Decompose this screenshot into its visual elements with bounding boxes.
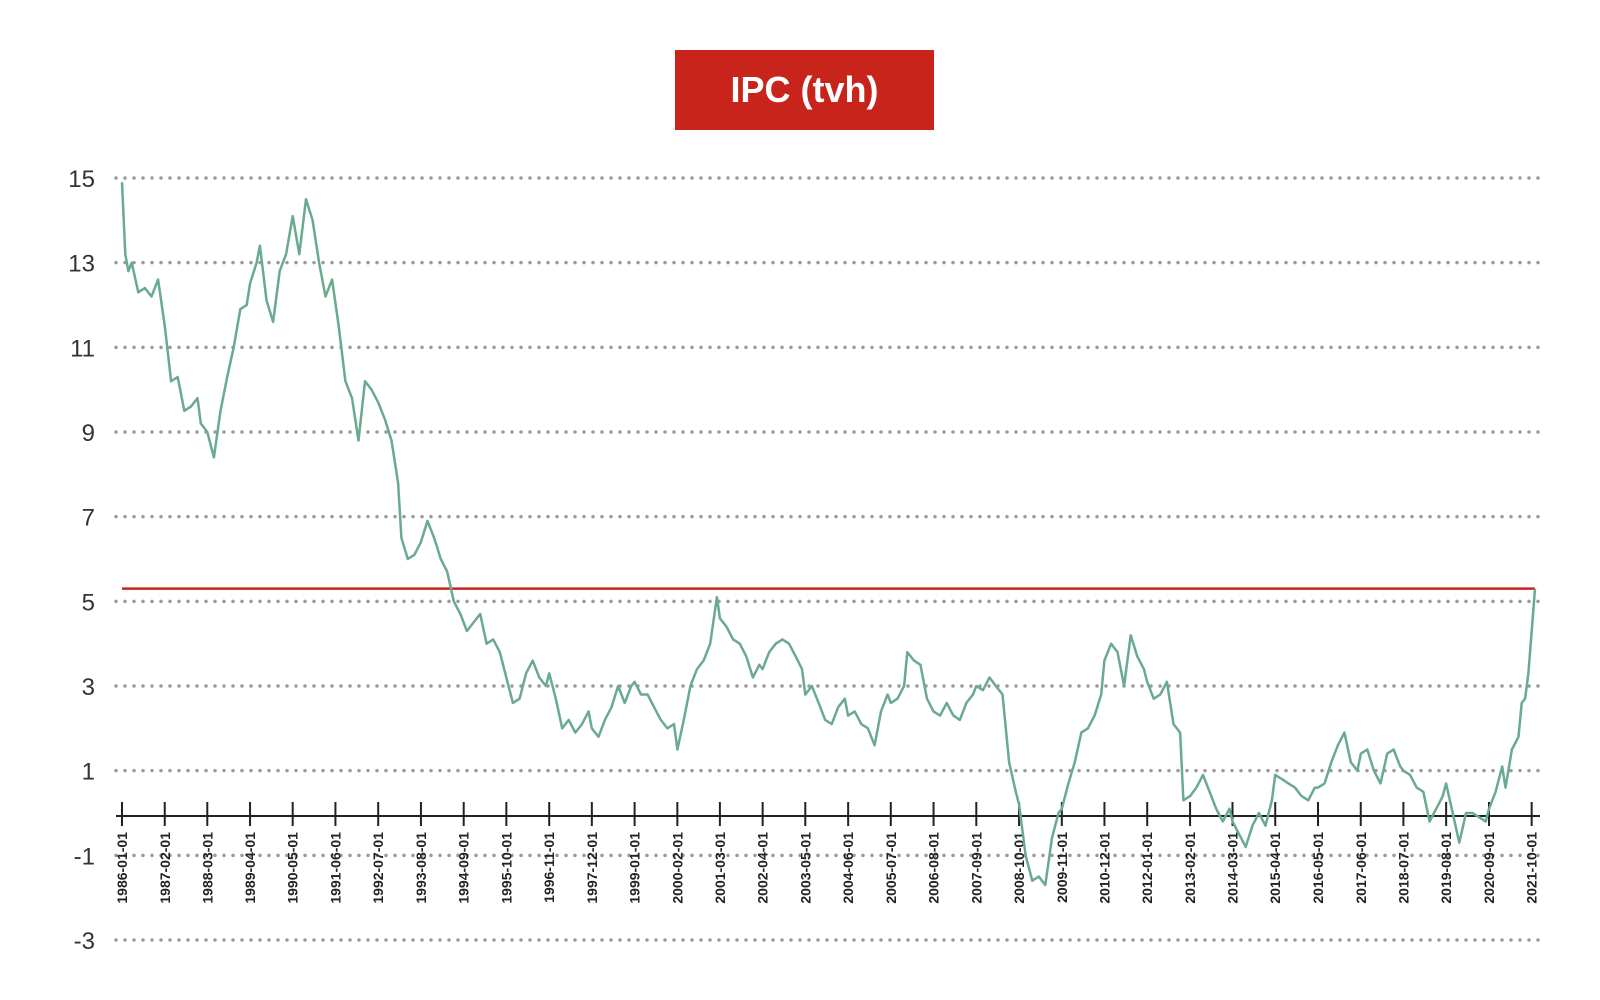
y-axis-ticks: 15 13 11 9 7 5 3 1 -1 -3: [68, 166, 95, 955]
x-tick-label: 2004-06-01: [840, 832, 856, 904]
x-tick-label: 2019-08-01: [1438, 832, 1454, 904]
legend-box: IPC (tvh): [675, 50, 934, 130]
x-tick-label: 1986-01-01: [114, 832, 130, 904]
x-axis: 1986-01-01 1987-02-01 1988-03-01 1989-04-01…: [114, 802, 1540, 904]
x-tick-label: 2000-02-01: [669, 832, 685, 904]
x-tick-label: 2018-07-01: [1395, 832, 1411, 904]
series-line: [120, 182, 1537, 887]
x-tick-label: 1994-09-01: [456, 832, 472, 904]
x-tick-label: 2006-08-01: [926, 832, 942, 904]
y-tick-label: 9: [82, 420, 95, 447]
x-tick-label: 1999-01-01: [627, 832, 643, 904]
x-tick-label: 1993-08-01: [413, 832, 429, 904]
x-tick-label: 1995-10-01: [498, 832, 514, 904]
y-tick-label: 7: [82, 505, 95, 532]
y-tick-label: 11: [70, 335, 95, 362]
x-tick-label: 2003-05-01: [797, 832, 813, 904]
x-tick-label: 2013-02-01: [1182, 832, 1198, 904]
x-tick-label: 1987-02-01: [157, 832, 173, 904]
x-tick-label: 2009-11-01: [1054, 832, 1070, 903]
x-tick-label: 1990-05-01: [285, 832, 301, 904]
x-tick-label: 2002-04-01: [755, 832, 771, 904]
x-tick-label: 2015-04-01: [1267, 832, 1283, 904]
y-tick-label: 1: [82, 759, 95, 786]
x-tick-label: 1988-03-01: [199, 832, 215, 904]
x-tick-label: 2020-09-01: [1481, 832, 1497, 904]
x-tick-label: 1997-12-01: [584, 832, 600, 904]
y-tick-label: 15: [68, 166, 95, 193]
x-tick-label: 2017-06-01: [1353, 832, 1369, 904]
x-tick-label: 2001-03-01: [712, 832, 728, 904]
gridlines: [114, 176, 1542, 942]
x-tick-label: 2008-10-01: [1011, 832, 1027, 904]
x-tick-label: 2014-03-01: [1224, 832, 1240, 904]
y-tick-label: 5: [82, 589, 95, 616]
x-tick-label: 2010-12-01: [1096, 832, 1112, 904]
x-tick-label: 2016-05-01: [1310, 832, 1326, 904]
y-tick-label: 3: [82, 674, 95, 701]
x-tick-label: 1992-07-01: [370, 832, 386, 904]
y-tick-label: -1: [74, 843, 95, 870]
x-tick-label: 2005-07-01: [883, 832, 899, 904]
y-tick-label: 13: [68, 251, 95, 278]
x-tick-label: 2007-09-01: [968, 832, 984, 904]
x-tick-label: 2012-01-01: [1139, 832, 1155, 904]
x-tick-label: 2021-10-01: [1524, 832, 1540, 904]
y-tick-label: -3: [74, 928, 95, 955]
x-tick-label: 1989-04-01: [242, 832, 258, 904]
series-layer: [120, 182, 1537, 887]
x-tick-label: 1991-06-01: [327, 832, 343, 904]
x-tick-label: 1996-11-01: [541, 832, 557, 903]
